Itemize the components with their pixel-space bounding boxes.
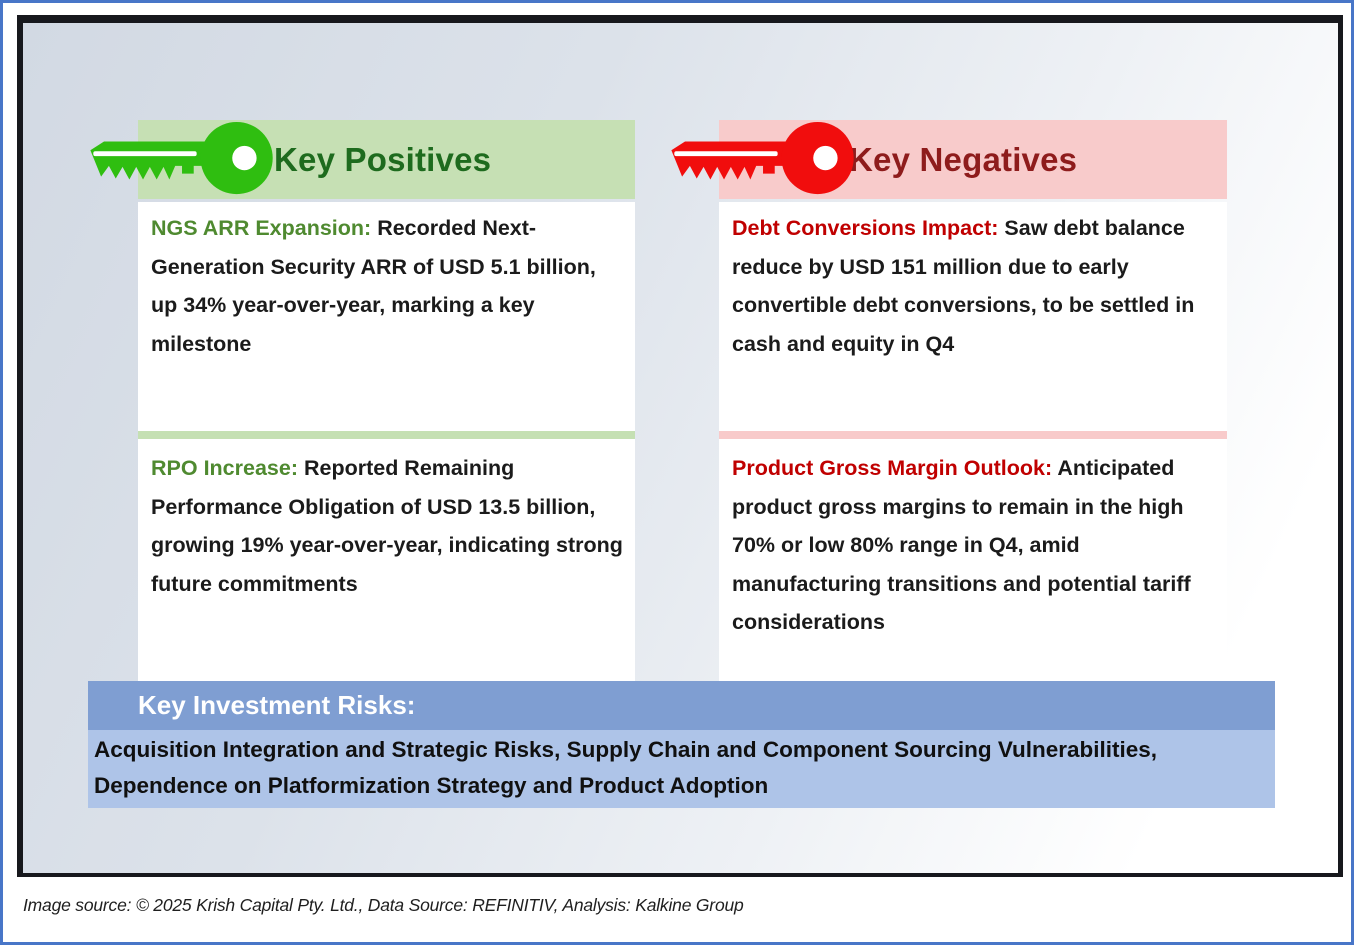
risks-banner-header: Key Investment Risks:	[88, 681, 1275, 730]
positive-cards-divider	[138, 431, 635, 439]
key-icon	[671, 121, 854, 195]
positive-card-text: RPO Increase: Reported Remaining Perform…	[151, 449, 623, 603]
negative-card-title: Debt Conversions Impact:	[732, 216, 999, 240]
positive-card-rpo: RPO Increase: Reported Remaining Perform…	[138, 439, 635, 684]
risks-banner-body: Acquisition Integration and Strategic Ri…	[88, 730, 1275, 808]
negative-card-debt-conversions: Debt Conversions Impact: Saw debt balanc…	[719, 202, 1227, 431]
positive-card-text: NGS ARR Expansion: Recorded Next-Generat…	[151, 209, 623, 363]
key-investment-risks-banner: Key Investment Risks: Acquisition Integr…	[88, 681, 1275, 808]
key-positives-title: Key Positives	[274, 140, 492, 178]
image-source-note: Image source: © 2025 Krish Capital Pty. …	[23, 895, 744, 915]
key-negatives-header: Key Negatives	[671, 120, 1227, 199]
positive-card-title: NGS ARR Expansion:	[151, 216, 372, 240]
negative-card-gross-margin: Product Gross Margin Outlook: Anticipate…	[719, 439, 1227, 681]
negative-card-body: Anticipated product gross margins to rem…	[732, 456, 1191, 634]
negative-card-title: Product Gross Margin Outlook:	[732, 456, 1053, 480]
negative-card-body: Saw debt balance reduce by USD 151 milli…	[732, 216, 1195, 356]
negative-card-text: Debt Conversions Impact: Saw debt balanc…	[732, 209, 1215, 363]
positive-card-body: Recorded Next-Generation Security ARR of…	[151, 216, 596, 356]
positive-card-ngs-arr: NGS ARR Expansion: Recorded Next-Generat…	[138, 202, 635, 431]
risks-banner-title: Key Investment Risks:	[138, 690, 416, 720]
key-positives-header: Key Positives	[90, 120, 635, 199]
risks-banner-text: Acquisition Integration and Strategic Ri…	[94, 737, 1158, 798]
positive-card-title: RPO Increase:	[151, 456, 298, 480]
positive-card-body: Reported Remaining Performance Obligatio…	[151, 456, 623, 596]
negative-card-text: Product Gross Margin Outlook: Anticipate…	[732, 449, 1215, 642]
negative-cards-divider	[719, 431, 1227, 439]
key-negatives-title: Key Negatives	[849, 140, 1078, 178]
key-icon	[90, 121, 273, 195]
